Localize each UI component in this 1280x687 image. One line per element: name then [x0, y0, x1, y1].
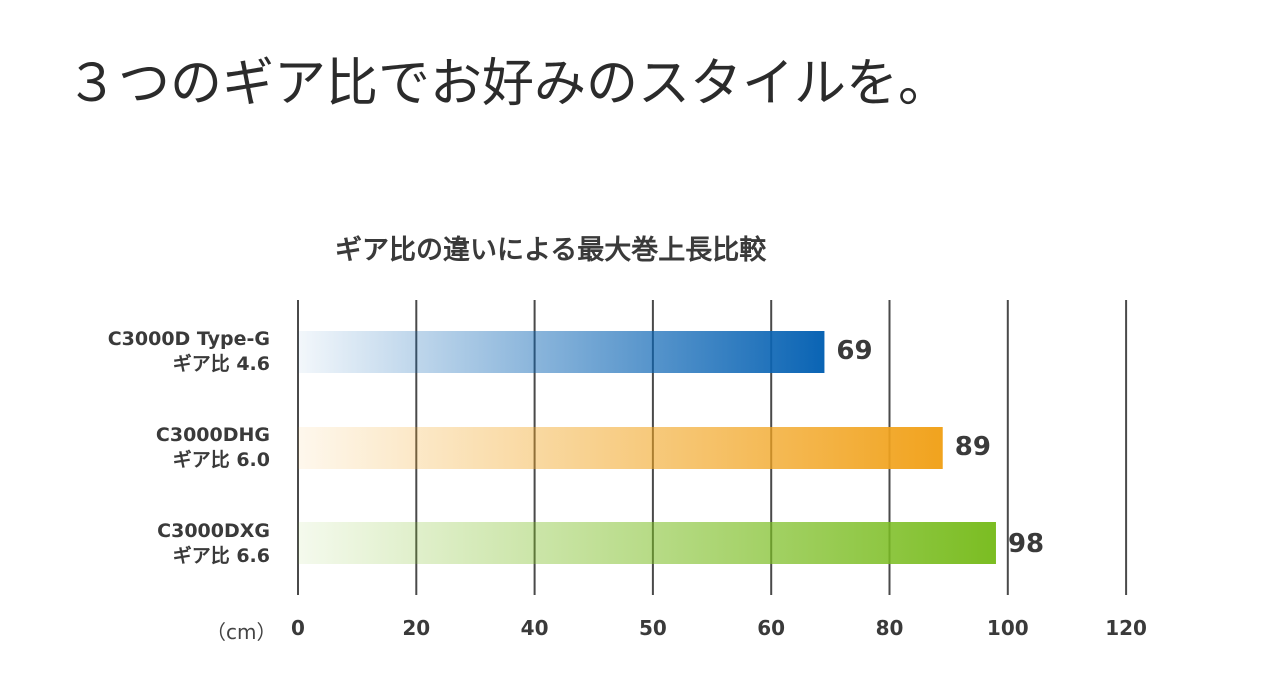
x-tick-label: 20: [402, 616, 431, 640]
value-label-type-g: 69: [836, 336, 873, 366]
category-label-type-g: C3000D Type-G ギア比 4.6: [107, 328, 270, 375]
x-tick-label: 0: [291, 616, 305, 640]
chart-title: ギア比の違いによる最大巻上長比較: [335, 235, 767, 266]
x-tick-label: 60: [757, 616, 786, 640]
x-tick-label: 100: [986, 616, 1029, 640]
axis-unit-label: （cm）: [206, 620, 277, 644]
category-label-dhg: C3000DHG ギア比 6.0: [155, 424, 270, 471]
page-headline: ３つのギア比でお好みのスタイルを。: [66, 54, 951, 114]
x-tick-label: 120: [1105, 616, 1147, 640]
x-tick-label: 80: [875, 616, 904, 640]
bars: [298, 331, 996, 564]
bar: [298, 522, 996, 564]
x-tick-label: 40: [520, 616, 549, 640]
category-label-dxg: C3000DXG ギア比 6.6: [157, 520, 270, 567]
value-label-dxg: 98: [1007, 529, 1045, 559]
bar: [298, 331, 825, 373]
x-tick-label: 50: [638, 616, 667, 640]
bar: [298, 427, 943, 469]
value-label-dhg: 89: [954, 432, 991, 462]
